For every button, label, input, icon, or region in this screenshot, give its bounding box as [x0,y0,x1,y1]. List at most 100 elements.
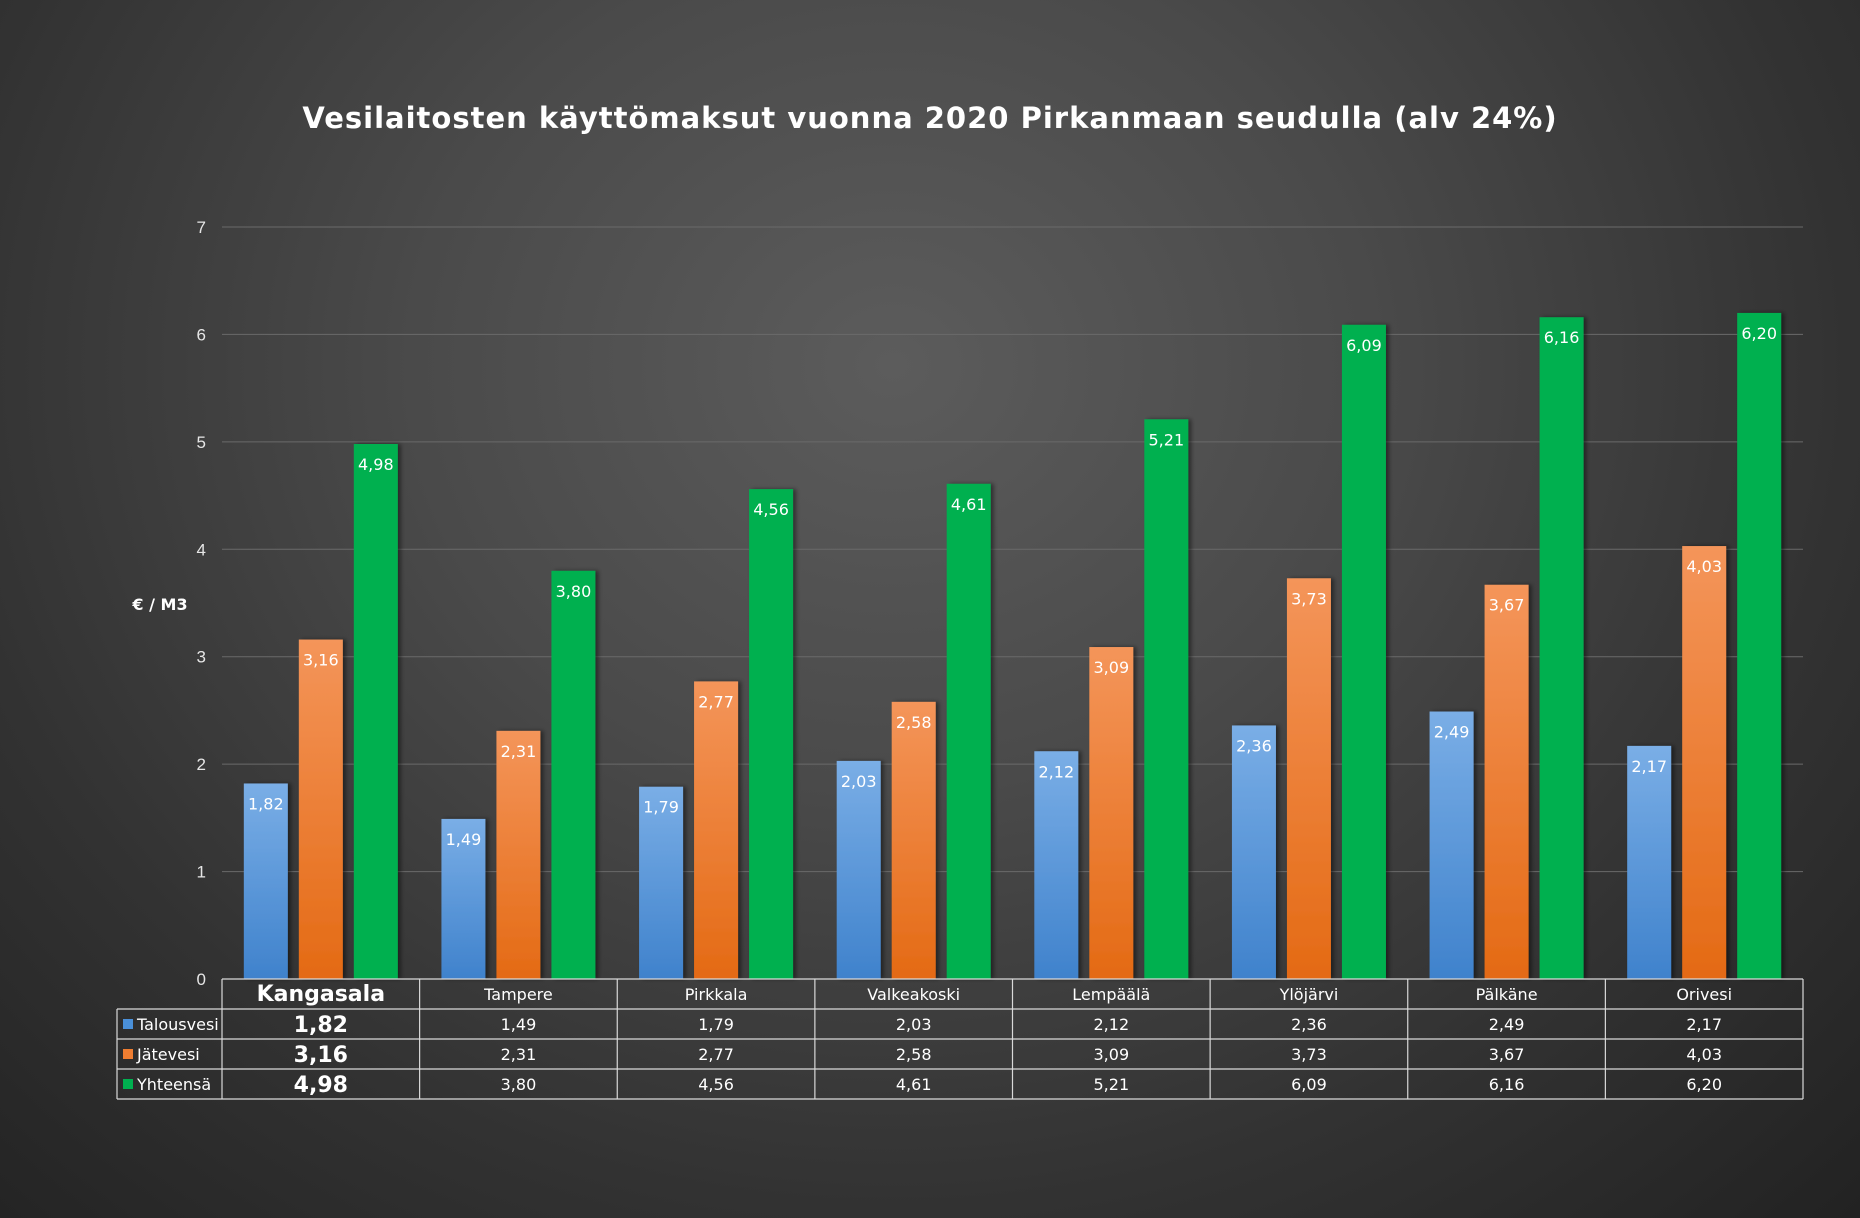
table-header-4: Lempäälä [1072,985,1150,1004]
bar-yhteensä-6 [1539,317,1584,979]
legend-label: Yhteensä [136,1075,211,1094]
bar-jätevesi-2 [694,681,739,979]
y-tick-label: 4 [197,540,206,559]
bar-yhteensä-2 [749,489,794,979]
y-tick-label: 1 [197,863,206,882]
data-table: Kangasala Tampere Pirkkala Valkeakoski Lempä… [116,978,1804,1100]
table-cell: 3,16 [294,1043,348,1068]
table-cell: 3,80 [501,1075,537,1094]
bar-value-label: 6,16 [1544,328,1580,347]
bar-value-label: 4,56 [753,500,789,519]
bar-yhteensä-0 [353,444,398,979]
table-cell: 6,16 [1489,1075,1525,1094]
table-cell: 4,98 [294,1073,348,1098]
bar-talousvesi-0 [243,783,288,979]
table-cell: 2,17 [1686,1015,1722,1034]
bar-value-label: 4,98 [358,455,394,474]
bar-value-label: 6,09 [1346,336,1382,355]
bar-value-label: 3,73 [1291,589,1327,608]
bar-value-label: 2,49 [1434,723,1470,742]
table-cell: 4,61 [896,1075,932,1094]
table-cell: 1,49 [501,1015,537,1034]
table-header-2: Pirkkala [685,985,748,1004]
legend-key-yhteensä [123,1079,133,1089]
table-cell: 1,79 [698,1015,734,1034]
bar-talousvesi-7 [1627,745,1672,979]
table-cell: 3,67 [1489,1045,1525,1064]
table-cell: 5,21 [1094,1075,1130,1094]
bar-value-label: 2,36 [1236,736,1272,755]
bar-value-label: 6,20 [1741,324,1777,343]
legend-label: Talousvesi [136,1015,219,1034]
bar-value-label: 2,03 [841,772,877,791]
bar-talousvesi-3 [836,760,881,979]
bar-talousvesi-5 [1231,725,1276,979]
legend-key-jätevesi [123,1049,133,1059]
bar-jätevesi-3 [891,701,936,979]
table-cell: 1,82 [294,1013,348,1038]
table-cell: 6,09 [1291,1075,1327,1094]
table-cell: 2,12 [1094,1015,1130,1034]
table-cell: 2,77 [698,1045,734,1064]
bar-labels: 1,82 3,16 4,98 1,49 2,31 3,80 1,79 2,77 4,56 2,03… [248,324,1777,849]
bar-jätevesi-1 [496,730,541,979]
table-cell: 2,03 [896,1015,932,1034]
y-tick-label: 5 [197,433,206,452]
bar-jätevesi-5 [1286,578,1331,979]
bar-jätevesi-0 [298,639,343,979]
bar-jätevesi-6 [1484,584,1529,979]
bar-talousvesi-1 [441,818,486,979]
bar-value-label: 4,03 [1686,557,1722,576]
y-tick-label: 7 [197,218,206,237]
bar-value-label: 3,67 [1489,596,1525,615]
table-header-5: Ylöjärvi [1279,985,1339,1004]
legend-key-talousvesi [123,1019,133,1029]
table-cell: 2,49 [1489,1015,1525,1034]
bar-talousvesi-6 [1429,711,1474,979]
bar-value-label: 1,82 [248,794,284,813]
bars [243,312,1782,980]
table-cell: 2,36 [1291,1015,1327,1034]
bar-value-label: 2,58 [896,713,932,732]
bar-yhteensä-3 [946,483,991,979]
bar-talousvesi-2 [639,786,684,979]
bar-talousvesi-4 [1034,751,1079,979]
table-header-7: Orivesi [1676,985,1732,1004]
chart-title: Vesilaitosten käyttömaksut vuonna 2020 P… [302,101,1557,135]
table-cell: 4,56 [698,1075,734,1094]
bar-value-label: 2,31 [501,742,537,761]
bar-value-label: 2,17 [1631,757,1667,776]
table-cell: 3,73 [1291,1045,1327,1064]
y-tick-label: 3 [197,648,206,667]
y-tick-label: 0 [197,970,206,989]
table-cell: 3,09 [1094,1045,1130,1064]
bar-value-label: 1,79 [643,798,679,817]
table-cell: 2,58 [896,1045,932,1064]
bar-value-label: 5,21 [1149,430,1185,449]
bar-value-label: 3,80 [556,582,592,601]
gridlines [222,226,1803,873]
y-axis-label: € / M3 [131,595,187,614]
bar-yhteensä-7 [1737,312,1782,979]
legend-label: Jätevesi [136,1045,200,1064]
table-header-1: Tampere [483,985,553,1004]
bar-value-label: 4,61 [951,495,987,514]
y-axis-ticks: 0 1 2 3 4 5 6 7 [197,218,206,989]
table-cell: 6,20 [1686,1075,1722,1094]
bar-yhteensä-1 [551,570,596,979]
table-header-6: Pälkäne [1476,985,1538,1004]
table-cell: 4,03 [1686,1045,1722,1064]
y-tick-label: 2 [197,755,206,774]
table-cell: 2,31 [501,1045,537,1064]
bar-jätevesi-4 [1089,647,1134,979]
bar-yhteensä-4 [1144,419,1189,980]
bar-value-label: 3,09 [1094,658,1130,677]
bar-yhteensä-5 [1341,324,1386,979]
table-header-3: Valkeakoski [867,985,960,1004]
bar-value-label: 2,77 [698,692,734,711]
bar-value-label: 2,12 [1039,762,1075,781]
bar-value-label: 1,49 [446,830,482,849]
y-tick-label: 6 [197,325,206,344]
table-header-0: Kangasala [257,982,385,1007]
